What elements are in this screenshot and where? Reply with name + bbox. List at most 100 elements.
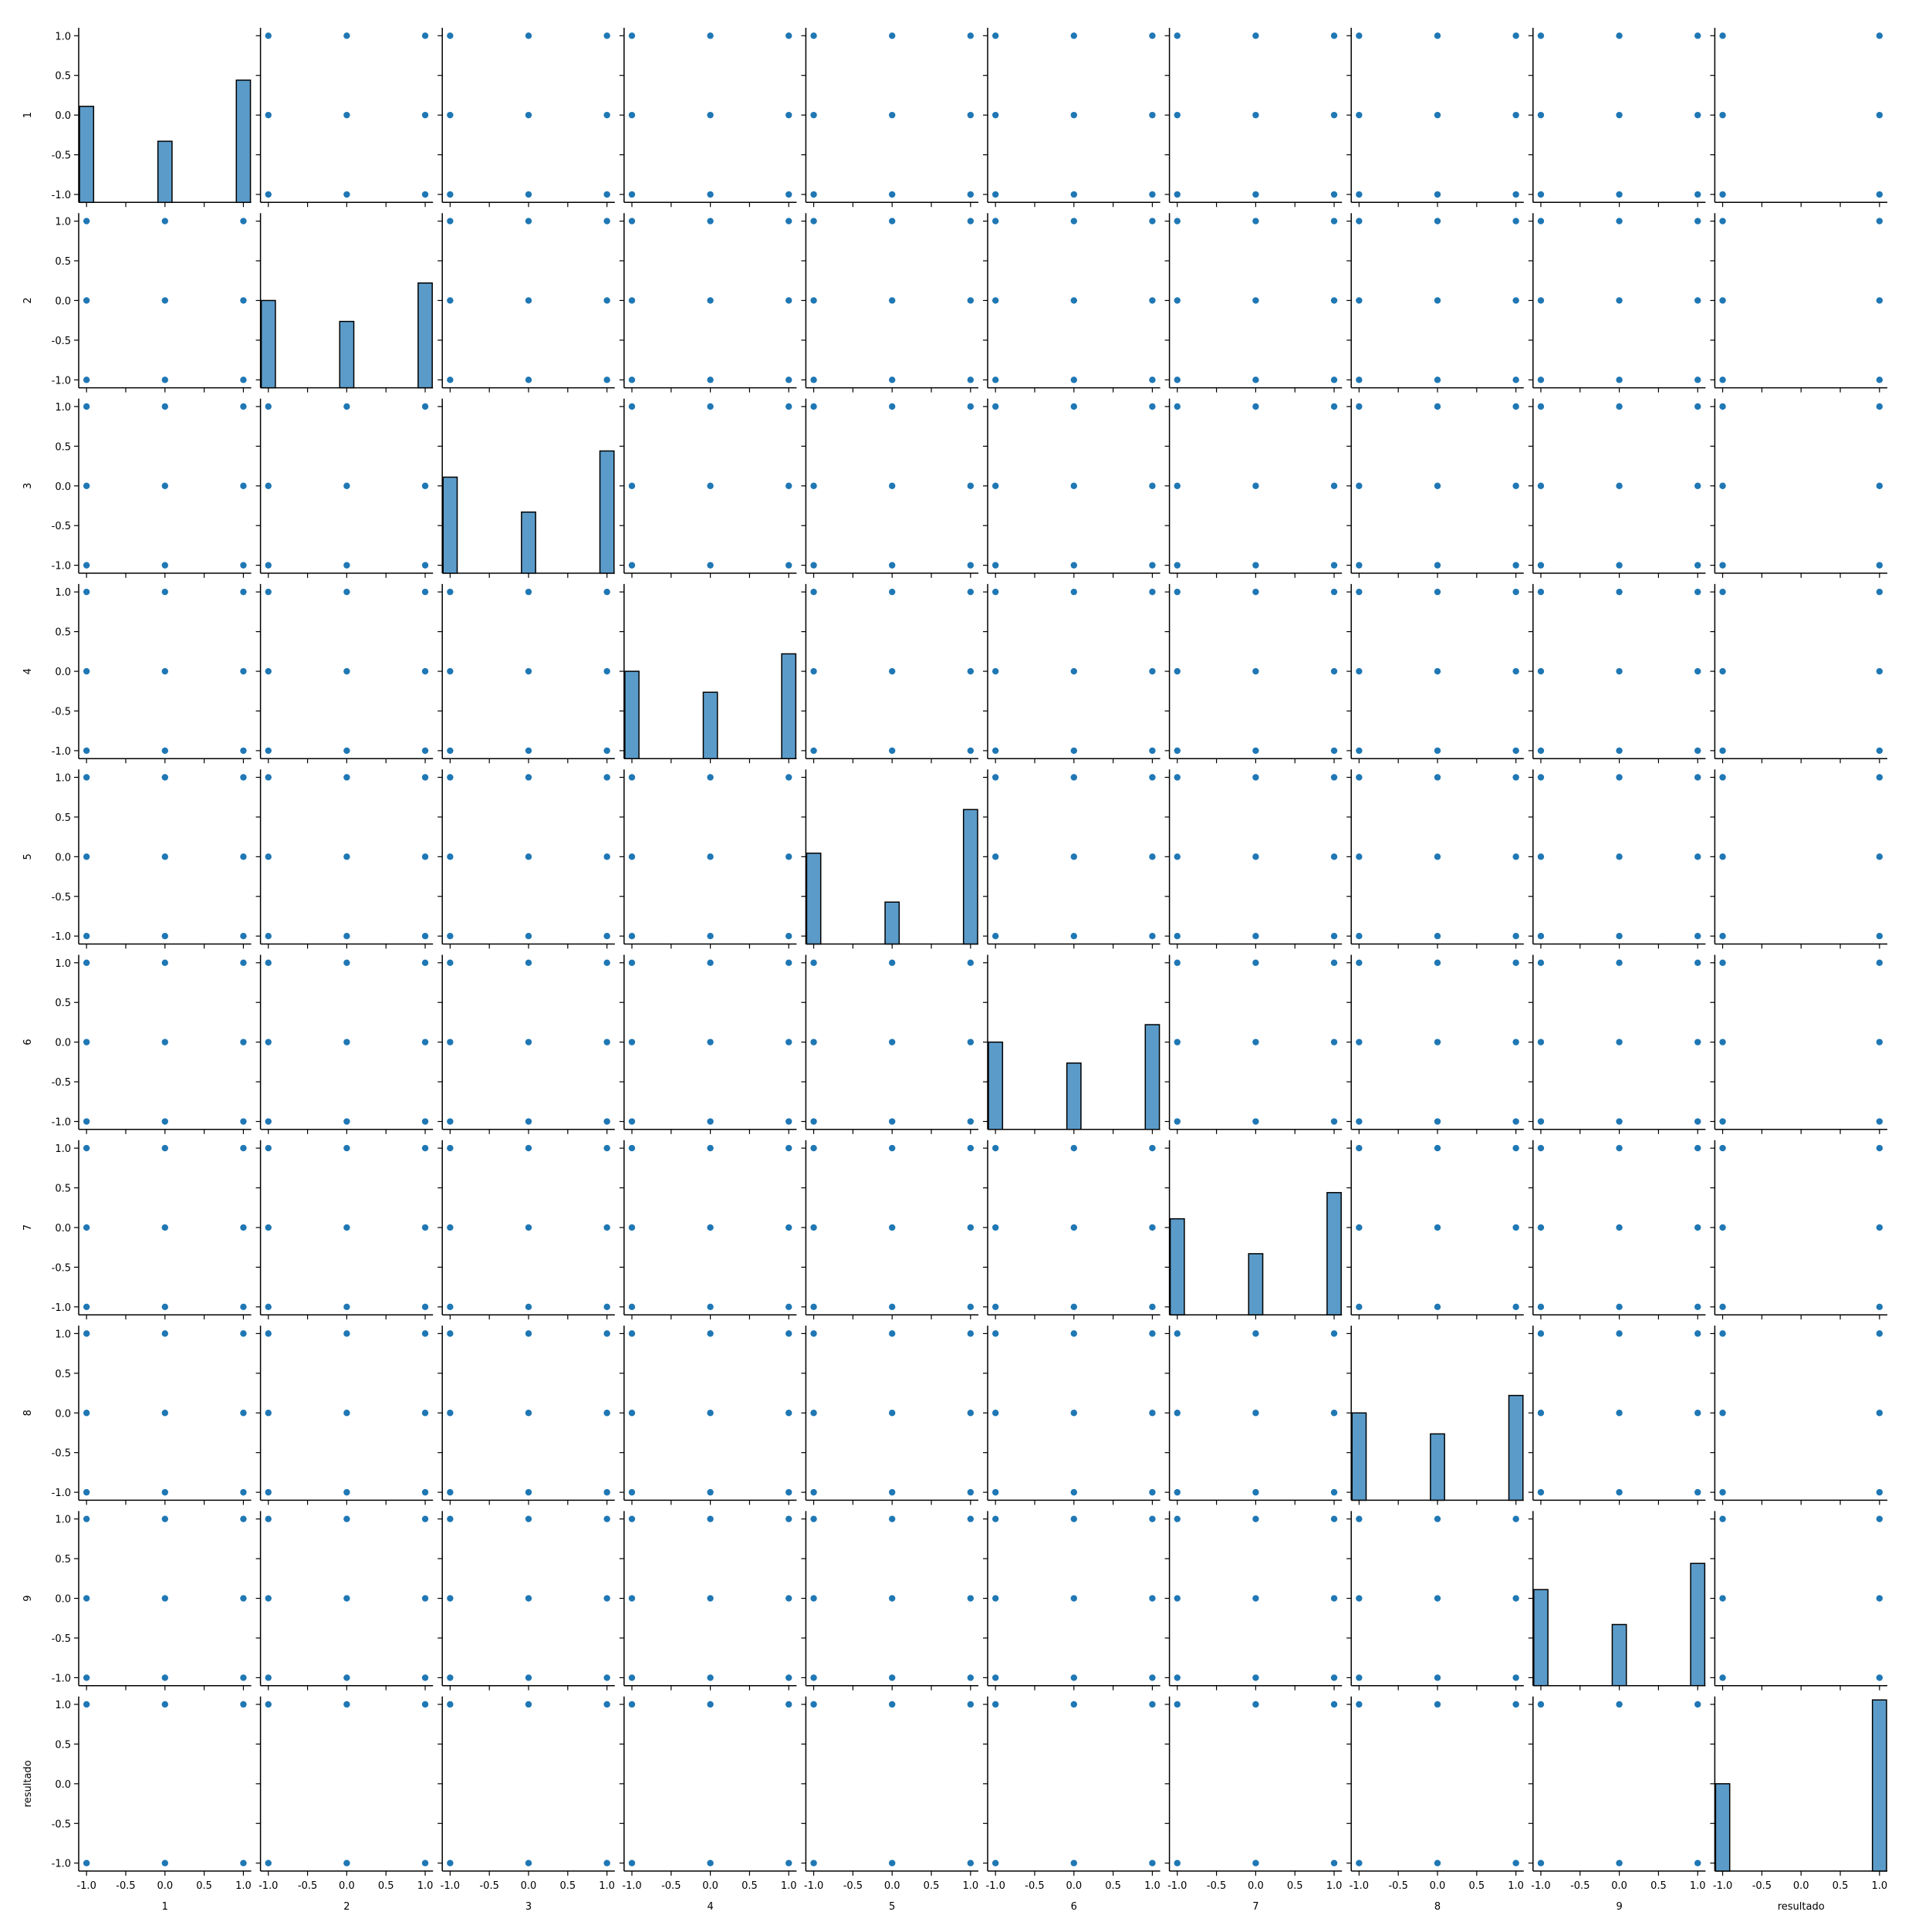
scatter-point-r4-c0-x1-y1 [240, 774, 247, 781]
scatter-point-r3-c7-x-1-y-1 [1356, 747, 1363, 755]
scatter-point-r0-c7-x0-y-1 [1434, 191, 1441, 198]
scatter-point-r1-c2-x-1-y0 [447, 297, 454, 304]
scatter-point-r8-c2-x1-y0 [603, 1595, 610, 1602]
scatter-point-r5-c3-x-1-y0 [628, 1039, 636, 1045]
scatter-point-r8-c1-x1-y-1 [421, 1674, 429, 1681]
x-tick-label-c4-3: 0.5 [924, 1880, 940, 1892]
scatter-point-r7-c3-x-1-y-1 [628, 1488, 636, 1496]
scatter-point-r4-c9-x1-y1 [1876, 774, 1883, 781]
scatter-point-r2-c3-x-1-y0 [628, 482, 636, 489]
scatter-point-r4-c8-x1-y0 [1694, 853, 1701, 860]
scatter-point-r7-c4-x-1-y1 [810, 1330, 817, 1337]
hist-bar-7-2 [1326, 1191, 1342, 1316]
scatter-point-r9-c1-x-1-y-1 [265, 1859, 272, 1866]
scatter-point-r0-c4-x0-y-1 [889, 191, 896, 198]
y-tick-label-r4-1: -0.5 [52, 892, 71, 904]
scatter-point-r4-c3-x-1-y-1 [628, 933, 636, 940]
y-tick-label-r6-1: -0.5 [52, 1262, 71, 1274]
scatter-point-r2-c1-x1-y0 [421, 482, 429, 489]
scatter-point-r0-c1-x1-y-1 [421, 191, 429, 198]
scatter-point-r2-c4-x-1-y0 [810, 482, 817, 489]
scatter-point-r4-c5-x1-y1 [1149, 774, 1156, 781]
scatter-point-r4-c2-x-1-y0 [447, 853, 454, 860]
x-tick-label-c9-1: -0.5 [1752, 1880, 1772, 1892]
scatter-point-r5-c4-x-1-y0 [810, 1039, 817, 1045]
scatter-point-r5-c8-x1-y-1 [1694, 1118, 1701, 1125]
scatter-point-r5-c4-x0-y1 [889, 959, 896, 966]
scatter-point-r1-c8-x-1-y-1 [1537, 377, 1545, 383]
scatter-point-r6-c1-x-1-y1 [265, 1144, 272, 1152]
scatter-point-r1-c3-x1-y0 [785, 297, 792, 304]
scatter-point-r1-c2-x1-y0 [603, 297, 610, 304]
scatter-point-r2-c9-x1-y-1 [1876, 562, 1883, 569]
x-tick-label-c8-4: 1.0 [1690, 1880, 1706, 1892]
scatter-point-r0-c5-x-1-y-1 [992, 191, 999, 198]
scatter-point-r1-c8-x0-y1 [1616, 218, 1623, 225]
scatter-point-r1-c5-x0-y0 [1070, 297, 1078, 304]
scatter-point-r2-c1-x1-y-1 [421, 562, 429, 569]
y-tick-label-r5-3: 0.5 [55, 998, 71, 1009]
scatter-point-r7-c9-x-1-y-1 [1719, 1488, 1726, 1496]
scatter-point-r8-c5-x0-y-1 [1070, 1674, 1078, 1681]
scatter-point-r0-c2-x-1-y-1 [447, 191, 454, 198]
x-tick-label-c5-1: -0.5 [1025, 1880, 1044, 1892]
scatter-point-r4-c2-x0-y1 [525, 774, 532, 781]
scatter-point-r6-c4-x0-y0 [889, 1224, 896, 1231]
y-tick-label-r7-2: 0.0 [55, 1408, 71, 1420]
scatter-point-r3-c2-x0-y0 [525, 667, 532, 675]
scatter-point-r7-c6-x1-y0 [1330, 1410, 1338, 1417]
scatter-point-r6-c2-x1-y0 [603, 1224, 610, 1231]
scatter-point-r6-c7-x0-y0 [1434, 1224, 1441, 1231]
scatter-point-r3-c8-x-1-y1 [1537, 588, 1545, 596]
scatter-point-r7-c5-x0-y1 [1070, 1330, 1078, 1337]
scatter-point-r5-c7-x0-y0 [1434, 1039, 1441, 1045]
x-axis-label-3: 3 [525, 1901, 532, 1913]
scatter-point-r4-c0-x0-y0 [161, 853, 168, 860]
scatter-point-r0-c6-x0-y0 [1252, 111, 1259, 119]
scatter-point-r0-c9-x-1-y0 [1719, 111, 1726, 119]
scatter-point-r7-c0-x1-y-1 [240, 1488, 247, 1496]
scatter-point-r4-c9-x1-y0 [1876, 853, 1883, 860]
scatter-point-r2-c1-x-1-y1 [265, 403, 272, 410]
scatter-point-r2-c0-x-1-y0 [83, 482, 90, 489]
scatter-point-r0-c5-x0-y1 [1070, 32, 1078, 39]
scatter-point-r7-c9-x1-y1 [1876, 1330, 1883, 1337]
scatter-point-r4-c8-x-1-y1 [1537, 774, 1545, 781]
scatter-point-r6-c9-x1-y-1 [1876, 1303, 1883, 1311]
scatter-point-r7-c8-x-1-y1 [1537, 1330, 1545, 1337]
x-tick-label-c3-3: 0.5 [742, 1880, 758, 1892]
scatter-point-r3-c4-x1-y0 [967, 667, 975, 675]
x-tick-label-c8-0: -1.0 [1531, 1880, 1550, 1892]
scatter-point-r2-c4-x0-y-1 [889, 562, 896, 569]
scatter-point-r4-c7-x0-y0 [1434, 853, 1441, 860]
scatter-point-r6-c7-x1-y-1 [1512, 1303, 1519, 1311]
y-tick-label-r4-4: 1.0 [55, 772, 71, 784]
scatter-point-r2-c4-x1-y-1 [967, 562, 975, 569]
scatter-point-r7-c1-x1-y1 [421, 1330, 429, 1337]
scatter-point-r5-c1-x-1-y0 [265, 1039, 272, 1045]
hist-bar-3-0 [442, 476, 458, 574]
x-tick-label-c3-2: 0.0 [702, 1880, 718, 1892]
scatter-point-r3-c9-x1-y-1 [1876, 747, 1883, 755]
scatter-point-r5-c0-x1-y0 [240, 1039, 247, 1045]
scatter-point-r8-c0-x0-y1 [161, 1515, 168, 1522]
scatter-point-r4-c3-x-1-y0 [628, 853, 636, 860]
scatter-point-r2-c0-x1-y1 [240, 403, 247, 410]
scatter-point-r6-c5-x-1-y1 [992, 1144, 999, 1152]
scatter-point-r4-c5-x0-y0 [1070, 853, 1078, 860]
scatter-point-r2-c3-x0-y-1 [707, 562, 714, 569]
scatter-point-r8-c1-x0-y0 [343, 1595, 350, 1602]
scatter-point-r1-c3-x1-y1 [785, 218, 792, 225]
scatter-point-r1-c3-x0-y1 [707, 218, 714, 225]
scatter-point-r4-c6-x-1-y-1 [1174, 933, 1181, 940]
scatter-point-r2-c0-x1-y0 [240, 482, 247, 489]
scatter-point-r6-c7-x-1-y-1 [1356, 1303, 1363, 1311]
scatter-point-r3-c0-x-1-y-1 [83, 747, 90, 755]
scatter-point-r2-c7-x0-y-1 [1434, 562, 1441, 569]
x-tick-label-c9-4: 1.0 [1871, 1880, 1887, 1892]
scatter-point-r3-c6-x1-y1 [1330, 588, 1338, 596]
hist-bar-9-2 [1690, 1562, 1706, 1687]
scatter-point-r6-c2-x0-y-1 [525, 1303, 532, 1311]
scatter-point-r2-c9-x-1-y1 [1719, 403, 1726, 410]
scatter-point-r1-c4-x-1-y-1 [810, 377, 817, 383]
